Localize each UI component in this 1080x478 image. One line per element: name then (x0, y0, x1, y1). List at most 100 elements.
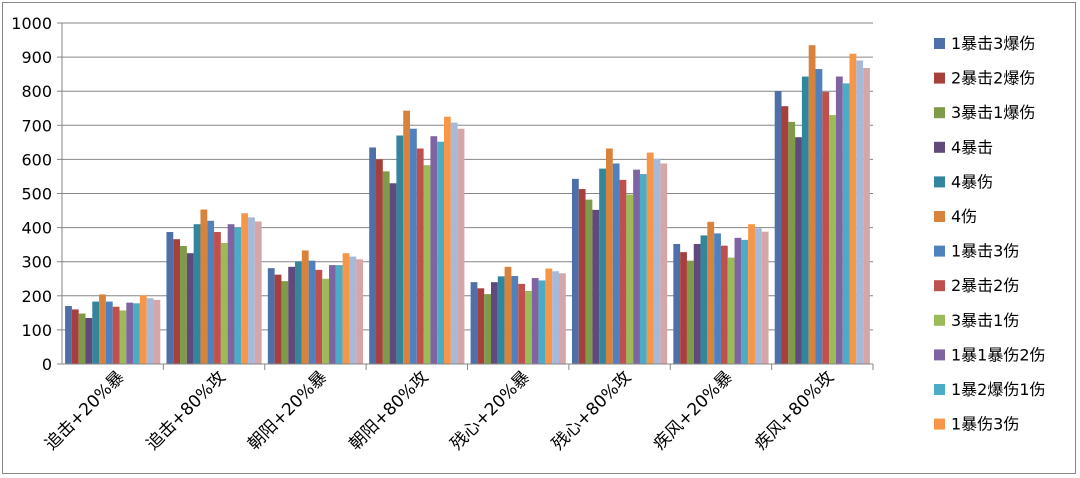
y-tick-label: 500 (21, 185, 52, 204)
bar (308, 260, 316, 364)
bar (849, 53, 857, 364)
bar (490, 282, 498, 364)
bar (105, 301, 113, 364)
bar (822, 91, 830, 364)
bar (376, 159, 383, 364)
legend-label: 2暴击2爆伤 (951, 69, 1035, 88)
bar (382, 171, 390, 364)
bar (281, 281, 289, 364)
bar (612, 163, 620, 364)
y-tick-label: 300 (21, 253, 52, 272)
bar (139, 295, 147, 364)
bar (788, 121, 796, 364)
bar (99, 294, 106, 364)
bar (619, 179, 627, 364)
legend-swatch (934, 384, 945, 395)
legend-label: 1暴击3爆伤 (951, 34, 1035, 53)
legend-label: 3暴击1伤 (951, 311, 1019, 330)
bar (680, 252, 687, 364)
bar (518, 283, 525, 364)
legend-label: 4暴击 (951, 138, 993, 157)
y-tick-label: 100 (21, 321, 52, 340)
bar (227, 224, 235, 364)
bar (214, 232, 221, 364)
legend: 1暴击3爆伤 2暴击2爆伤 3暴击1爆伤 4暴击 4暴伤 4伤 1暴击3伤 2暴击2伤 3暴击1… (934, 34, 1046, 434)
bar (477, 288, 485, 364)
bar (146, 298, 154, 364)
bar (457, 128, 465, 364)
bar (639, 174, 647, 364)
bar (720, 245, 728, 364)
bar (112, 306, 120, 364)
legend-swatch (934, 349, 945, 361)
legend-swatch (934, 38, 945, 49)
bar (808, 45, 816, 364)
bar (349, 256, 357, 364)
bar (835, 76, 843, 364)
bar (295, 261, 302, 364)
bar (863, 68, 870, 364)
x-tick-label: 追击+80%攻 (143, 367, 230, 454)
bar (186, 253, 194, 364)
bar (85, 317, 93, 364)
bar (686, 260, 694, 364)
y-tick-label: 1000 (11, 14, 52, 33)
bar (727, 257, 735, 364)
bar (795, 137, 802, 364)
legend-label: 1暴伤3伤 (951, 415, 1019, 434)
x-tick-label: 朝阳+20%暴 (244, 367, 331, 454)
y-tick-label: 700 (21, 116, 52, 135)
x-tick-label: 追击+20%暴 (41, 367, 128, 454)
y-tick-label: 600 (21, 150, 52, 169)
bar (605, 148, 613, 364)
bar (470, 282, 478, 364)
bar (180, 246, 187, 364)
bar (78, 313, 86, 364)
y-tick-label: 900 (21, 48, 52, 67)
bar (781, 106, 789, 364)
bar (633, 169, 640, 364)
x-tick-label: 残心+80%攻 (548, 367, 635, 454)
bar (329, 265, 336, 364)
bar (65, 306, 72, 364)
bar (660, 163, 668, 364)
bar (301, 250, 309, 364)
legend-label: 1暴1暴伤2伤 (951, 345, 1046, 364)
bar (444, 116, 451, 364)
legend-swatch (934, 72, 945, 84)
bar (342, 253, 350, 364)
bar (193, 224, 201, 364)
bar (545, 268, 553, 364)
legend-label: 1暴2爆伤1伤 (951, 380, 1046, 399)
bar (173, 239, 181, 364)
bar (585, 199, 593, 364)
bar (592, 209, 600, 364)
legend-swatch (934, 176, 945, 188)
bar (322, 278, 330, 364)
bar (288, 266, 296, 364)
legend-swatch (934, 280, 945, 292)
bar (524, 291, 532, 364)
bar (599, 168, 606, 364)
bar (200, 209, 208, 364)
legend-label: 1暴击3伤 (951, 242, 1019, 261)
bar (396, 135, 404, 364)
bar (126, 302, 134, 364)
bar (774, 91, 782, 364)
bar (92, 301, 100, 364)
x-tick-label: 疾风+20%暴 (650, 367, 737, 454)
bar (504, 266, 512, 364)
bar (538, 280, 546, 364)
bar (220, 242, 228, 364)
bar (234, 227, 242, 364)
bar (707, 221, 715, 364)
bar (653, 158, 661, 364)
bar (450, 122, 458, 364)
bar (119, 310, 127, 364)
bar (356, 259, 364, 364)
bar (531, 278, 539, 364)
bar (403, 110, 411, 364)
bar (166, 232, 174, 364)
